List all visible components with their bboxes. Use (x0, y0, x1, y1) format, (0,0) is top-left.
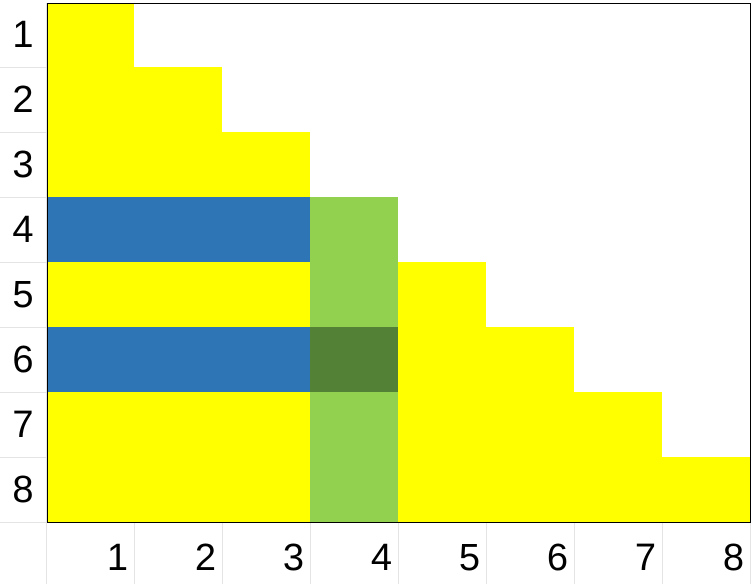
grid-cell-r4-c8 (662, 197, 751, 263)
grid-cell-r7-c1 (47, 392, 135, 458)
grid-cell-r5-c7 (574, 262, 663, 328)
grid-cell-r1-c5 (398, 3, 487, 68)
grid-cell-r4-c7 (574, 197, 663, 263)
grid-cell-r5-c6 (486, 262, 575, 328)
grid-cell-r7-c7 (574, 392, 663, 458)
grid-cell-r2-c2 (134, 67, 223, 133)
col-label-5: 5 (399, 523, 487, 584)
col-label-1: 1 (47, 523, 135, 584)
grid-cell-r7-c8 (662, 392, 751, 458)
row-label-2: 2 (0, 68, 47, 133)
grid-cell-r3-c5 (398, 132, 487, 198)
grid-cell-r2-c8 (662, 67, 751, 133)
grid-cell-r5-c2 (134, 262, 223, 328)
grid-cell-r8-c7 (574, 457, 663, 523)
grid-cell-r3-c2 (134, 132, 223, 198)
grid-cell-r8-c3 (222, 457, 311, 523)
grid-cell-r6-c8 (662, 327, 751, 393)
grid-cell-r2-c7 (574, 67, 663, 133)
row-label-3: 3 (0, 133, 47, 198)
grid-cell-r4-c3 (222, 197, 311, 263)
grid-cell-r7-c2 (134, 392, 223, 458)
grid-cell-r6-c5 (398, 327, 487, 393)
grid-cell-r8-c2 (134, 457, 223, 523)
grid-cell-r5-c4 (310, 262, 399, 328)
grid-cell-r7-c5 (398, 392, 487, 458)
grid-cell-r4-c4 (310, 197, 399, 263)
grid-cell-r8-c5 (398, 457, 487, 523)
corner-cell (0, 523, 47, 584)
col-label-2: 2 (135, 523, 223, 584)
grid-cell-r6-c6 (486, 327, 575, 393)
grid-cell-r3-c3 (222, 132, 311, 198)
col-label-3: 3 (223, 523, 311, 584)
grid-cell-r4-c5 (398, 197, 487, 263)
grid-cell-r3-c1 (47, 132, 135, 198)
grid-cell-r6-c1 (47, 327, 135, 393)
grid-cell-r4-c6 (486, 197, 575, 263)
grid-cell-r6-c3 (222, 327, 311, 393)
grid-cell-r2-c1 (47, 67, 135, 133)
grid-cell-r3-c8 (662, 132, 751, 198)
col-label-4: 4 (311, 523, 399, 584)
grid-cell-r1-c4 (310, 3, 399, 68)
row-label-8: 8 (0, 458, 47, 523)
grid-cell-r5-c3 (222, 262, 311, 328)
grid-cell-r2-c5 (398, 67, 487, 133)
grid-cell-r4-c2 (134, 197, 223, 263)
grid-cell-r1-c7 (574, 3, 663, 68)
grid-cell-r5-c8 (662, 262, 751, 328)
col-label-8: 8 (663, 523, 751, 584)
grid-cell-r3-c4 (310, 132, 399, 198)
grid-cell-r7-c6 (486, 392, 575, 458)
grid-cell-r2-c3 (222, 67, 311, 133)
grid-cell-r8-c6 (486, 457, 575, 523)
col-label-6: 6 (487, 523, 575, 584)
row-label-1: 1 (0, 3, 47, 68)
row-label-4: 4 (0, 198, 47, 263)
grid-cell-r8-c4 (310, 457, 399, 523)
grid-cell-r6-c2 (134, 327, 223, 393)
grid-cell-r5-c1 (47, 262, 135, 328)
grid-cell-r2-c4 (310, 67, 399, 133)
col-label-7: 7 (575, 523, 663, 584)
row-label-5: 5 (0, 263, 47, 328)
grid-cell-r1-c8 (662, 3, 751, 68)
grid-cell-r3-c6 (486, 132, 575, 198)
row-label-7: 7 (0, 393, 47, 458)
grid-cell-r1-c6 (486, 3, 575, 68)
grid-cell-r8-c1 (47, 457, 135, 523)
grid-cell-r6-c7 (574, 327, 663, 393)
grid-cell-r6-c4 (310, 327, 399, 393)
grid-cell-r5-c5 (398, 262, 487, 328)
grid-cell-r2-c6 (486, 67, 575, 133)
row-label-6: 6 (0, 328, 47, 393)
grid-cell-r4-c1 (47, 197, 135, 263)
grid-cell-r8-c8 (662, 457, 751, 523)
grid-cell-r7-c4 (310, 392, 399, 458)
grid-cell-r1-c2 (134, 3, 223, 68)
grid-cell-r1-c1 (47, 3, 135, 68)
grid-cell-r7-c3 (222, 392, 311, 458)
grid-cell-r3-c7 (574, 132, 663, 198)
grid-cell-r1-c3 (222, 3, 311, 68)
